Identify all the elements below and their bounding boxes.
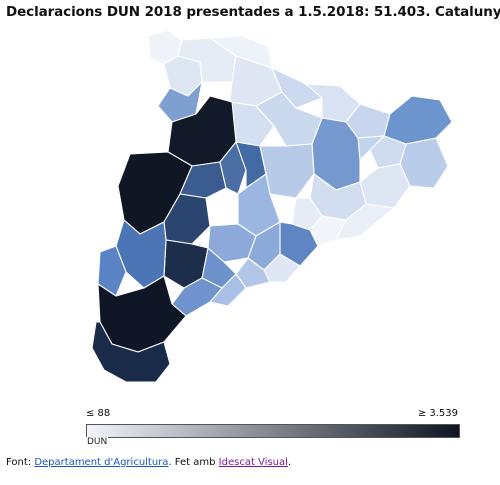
legend-max-label: ≥ 3.539 xyxy=(417,408,458,419)
source-note: Font: Departament d'Agricultura. Fet amb… xyxy=(6,457,291,468)
region-pla-urgell[interactable] xyxy=(179,161,227,199)
region-baix-penedes[interactable] xyxy=(235,257,271,289)
region-selva[interactable] xyxy=(359,163,411,209)
link-departament-agricultura[interactable]: Departament d'Agricultura xyxy=(34,457,169,468)
legend-min-label: ≤ 88 xyxy=(86,408,111,419)
legend-gradient-bar xyxy=(86,424,460,438)
source-middle: . Fet amb xyxy=(168,457,219,468)
source-prefix: Font: xyxy=(6,457,35,468)
region-terra-alta[interactable] xyxy=(97,245,127,297)
catalonia-choropleth-map[interactable] xyxy=(60,26,480,406)
map-title: Declaracions DUN 2018 presentades a 1.5.… xyxy=(6,4,500,20)
region-cerdanya[interactable] xyxy=(271,67,323,109)
region-cerdanya-north[interactable] xyxy=(209,35,273,69)
region-urgell[interactable] xyxy=(219,141,247,195)
source-suffix: . xyxy=(287,457,292,468)
region-alt-emporda[interactable] xyxy=(383,95,453,145)
map-svg[interactable] xyxy=(60,26,480,406)
region-montsia[interactable] xyxy=(91,321,171,383)
link-idescat-visual[interactable]: Idescat Visual xyxy=(218,457,288,468)
color-legend: ≤ 88 ≥ 3.539 DUN xyxy=(86,408,460,448)
legend-variable-label: DUN xyxy=(86,437,109,447)
